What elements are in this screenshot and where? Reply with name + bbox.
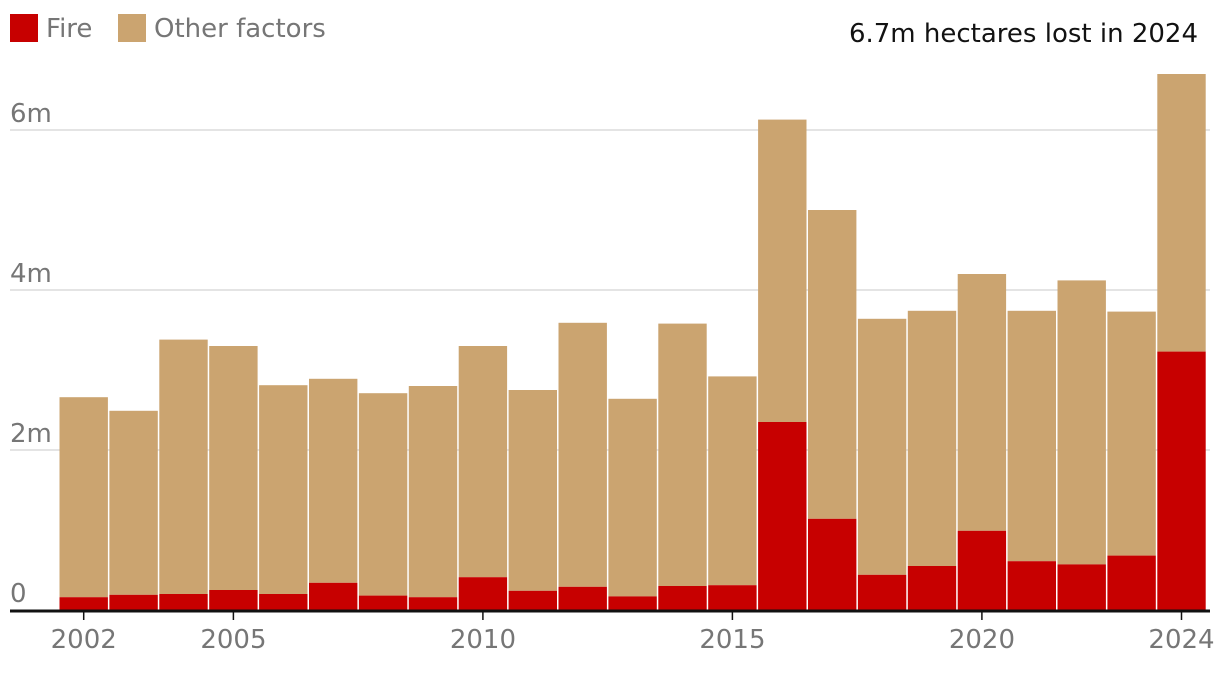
bar-other-factors-2024 xyxy=(1157,74,1206,352)
bars xyxy=(59,74,1206,610)
bar-other-factors-2004 xyxy=(159,339,208,594)
bar-fire-2014 xyxy=(658,586,707,610)
bar-other-factors-2015 xyxy=(708,376,757,586)
bar-other-factors-2003 xyxy=(109,410,158,595)
bar-fire-2020 xyxy=(957,530,1007,610)
y-tick-label: 2m xyxy=(10,419,52,449)
bar-fire-2017 xyxy=(808,518,857,610)
bar-fire-2016 xyxy=(758,422,807,610)
bar-fire-2007 xyxy=(309,582,358,610)
bar-other-factors-2019 xyxy=(907,310,957,566)
bar-fire-2009 xyxy=(408,597,458,610)
bar-other-factors-2009 xyxy=(408,386,458,598)
bar-other-factors-2020 xyxy=(957,274,1007,531)
bar-other-factors-2008 xyxy=(358,393,408,596)
x-tick-label: 2020 xyxy=(949,625,1015,655)
bar-fire-2005 xyxy=(209,590,258,610)
bar-fire-2004 xyxy=(159,594,208,610)
bar-fire-2013 xyxy=(608,596,657,610)
x-axis-labels: 2002 2005 2010 2015 2020 2024 xyxy=(51,612,1215,655)
bar-other-factors-2002 xyxy=(59,397,108,598)
x-tick-label: 2002 xyxy=(51,625,117,655)
bar-fire-2022 xyxy=(1057,564,1106,610)
y-tick-label: 0 xyxy=(10,579,27,609)
x-tick-label: 2024 xyxy=(1148,625,1214,655)
x-tick-label: 2005 xyxy=(200,625,266,655)
bar-fire-2018 xyxy=(857,574,907,610)
bar-fire-2011 xyxy=(508,590,557,610)
bar-fire-2023 xyxy=(1107,555,1156,610)
bar-fire-2006 xyxy=(259,594,308,610)
total-annotation: 6.7m hectares lost in 2024 xyxy=(849,19,1198,49)
bar-fire-2021 xyxy=(1007,561,1056,610)
legend-label-fire: Fire xyxy=(46,14,92,44)
bar-other-factors-2011 xyxy=(508,390,557,591)
bar-other-factors-2023 xyxy=(1107,311,1156,556)
bar-other-factors-2017 xyxy=(808,210,857,519)
bar-other-factors-2014 xyxy=(658,323,707,586)
bar-other-factors-2010 xyxy=(458,346,508,578)
x-tick-label: 2015 xyxy=(699,625,765,655)
x-tick-label: 2010 xyxy=(450,625,516,655)
bar-other-factors-2016 xyxy=(758,119,807,422)
bar-fire-2002 xyxy=(59,597,108,610)
bar-fire-2010 xyxy=(458,577,508,610)
legend-swatch-fire xyxy=(10,14,38,42)
legend-label-other-factors: Other factors xyxy=(154,14,326,44)
bar-fire-2003 xyxy=(109,594,158,610)
bar-other-factors-2005 xyxy=(209,346,258,590)
y-axis-labels: 0 2m 4m 6m xyxy=(10,99,52,609)
bar-other-factors-2022 xyxy=(1057,280,1106,565)
bar-other-factors-2021 xyxy=(1007,310,1056,562)
bar-fire-2015 xyxy=(708,585,757,610)
legend: Fire Other factors xyxy=(10,14,326,44)
y-tick-label: 6m xyxy=(10,99,52,129)
bar-fire-2012 xyxy=(558,586,607,610)
bar-other-factors-2013 xyxy=(608,398,657,597)
bar-other-factors-2018 xyxy=(857,318,907,575)
bar-other-factors-2012 xyxy=(558,322,607,587)
legend-swatch-other-factors xyxy=(118,14,146,42)
bar-other-factors-2006 xyxy=(259,385,308,594)
bar-fire-2019 xyxy=(907,566,957,610)
bar-fire-2024 xyxy=(1157,351,1206,610)
bar-fire-2008 xyxy=(358,595,408,610)
y-tick-label: 4m xyxy=(10,259,52,289)
bar-other-factors-2007 xyxy=(309,378,358,583)
